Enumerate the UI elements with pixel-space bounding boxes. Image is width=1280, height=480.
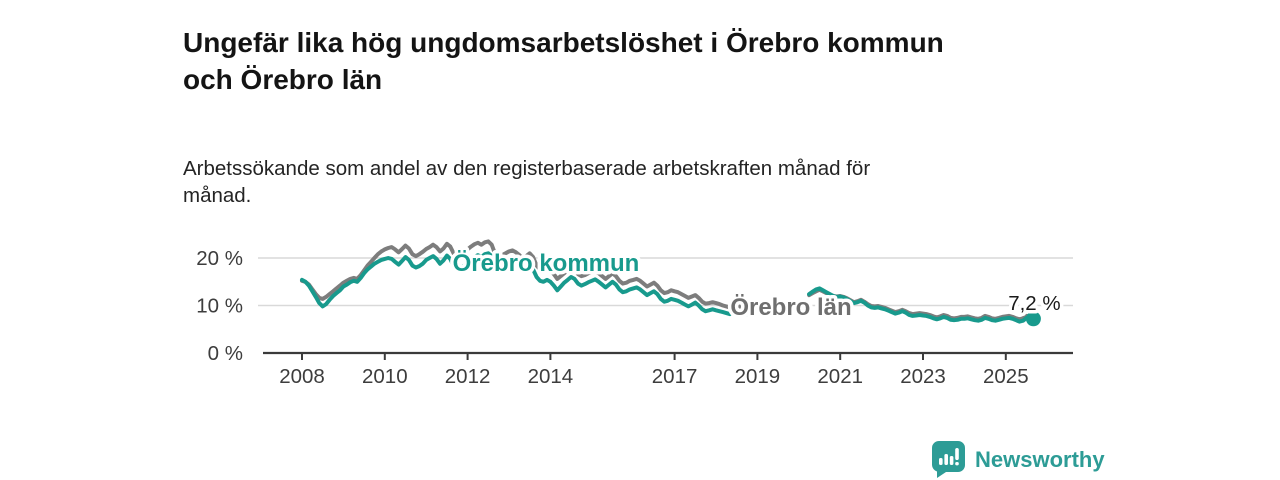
series-line--rebro-l-n-seg1 — [300, 239, 749, 313]
logo-exclamation-dot — [955, 462, 959, 466]
x-tick-label-2010: 2010 — [362, 365, 408, 388]
logo-bar-3 — [949, 456, 954, 465]
x-tick-label-2012: 2012 — [445, 365, 491, 388]
chart-subtitle-line-2: månad. — [183, 183, 252, 207]
chart-title-line-2: och Örebro län — [183, 63, 383, 95]
end-value-annotation: 7,2 % — [1008, 292, 1060, 315]
y-tick-label-20: 20 % — [196, 247, 243, 270]
logo-exclamation-bar — [955, 448, 959, 460]
chart-title-line-1: Ungefär lika hög ungdomsarbetslöshet i Ö… — [183, 26, 944, 58]
x-tick-label-2014: 2014 — [528, 365, 574, 388]
y-tick-label-0: 0 % — [208, 342, 243, 365]
x-tick-label-2025: 2025 — [983, 365, 1029, 388]
x-tick-label-2008: 2008 — [279, 365, 325, 388]
chart-subtitle: Arbetssökande som andel av den registerb… — [183, 155, 1083, 210]
y-tick-label-10: 10 % — [196, 295, 243, 318]
newsworthy-logo-icon — [932, 441, 965, 478]
logo-bar-1 — [939, 458, 943, 465]
newsworthy-brand: Newsworthy — [932, 441, 1105, 478]
x-tick-label-2021: 2021 — [817, 365, 863, 388]
chart-subtitle-line-1: Arbetssökande som andel av den registerb… — [183, 156, 871, 180]
newsworthy-brand-name: Newsworthy — [975, 446, 1105, 472]
series-line--rebro-kommun-seg2 — [807, 286, 1036, 324]
series-label--rebro-l-n: Örebro län — [730, 294, 851, 321]
logo-bar-2 — [944, 454, 948, 465]
x-tick-label-2017: 2017 — [652, 365, 698, 388]
kommun-end-dot — [1025, 311, 1041, 327]
x-tick-label-2019: 2019 — [735, 365, 781, 388]
series-label--rebro-kommun: Örebro kommun — [453, 250, 640, 277]
series-line--rebro-kommun-seg1 — [300, 251, 749, 317]
x-tick-label-2023: 2023 — [900, 365, 946, 388]
chart-title: Ungefär lika hög ungdomsarbetslöshet i Ö… — [183, 25, 1143, 99]
